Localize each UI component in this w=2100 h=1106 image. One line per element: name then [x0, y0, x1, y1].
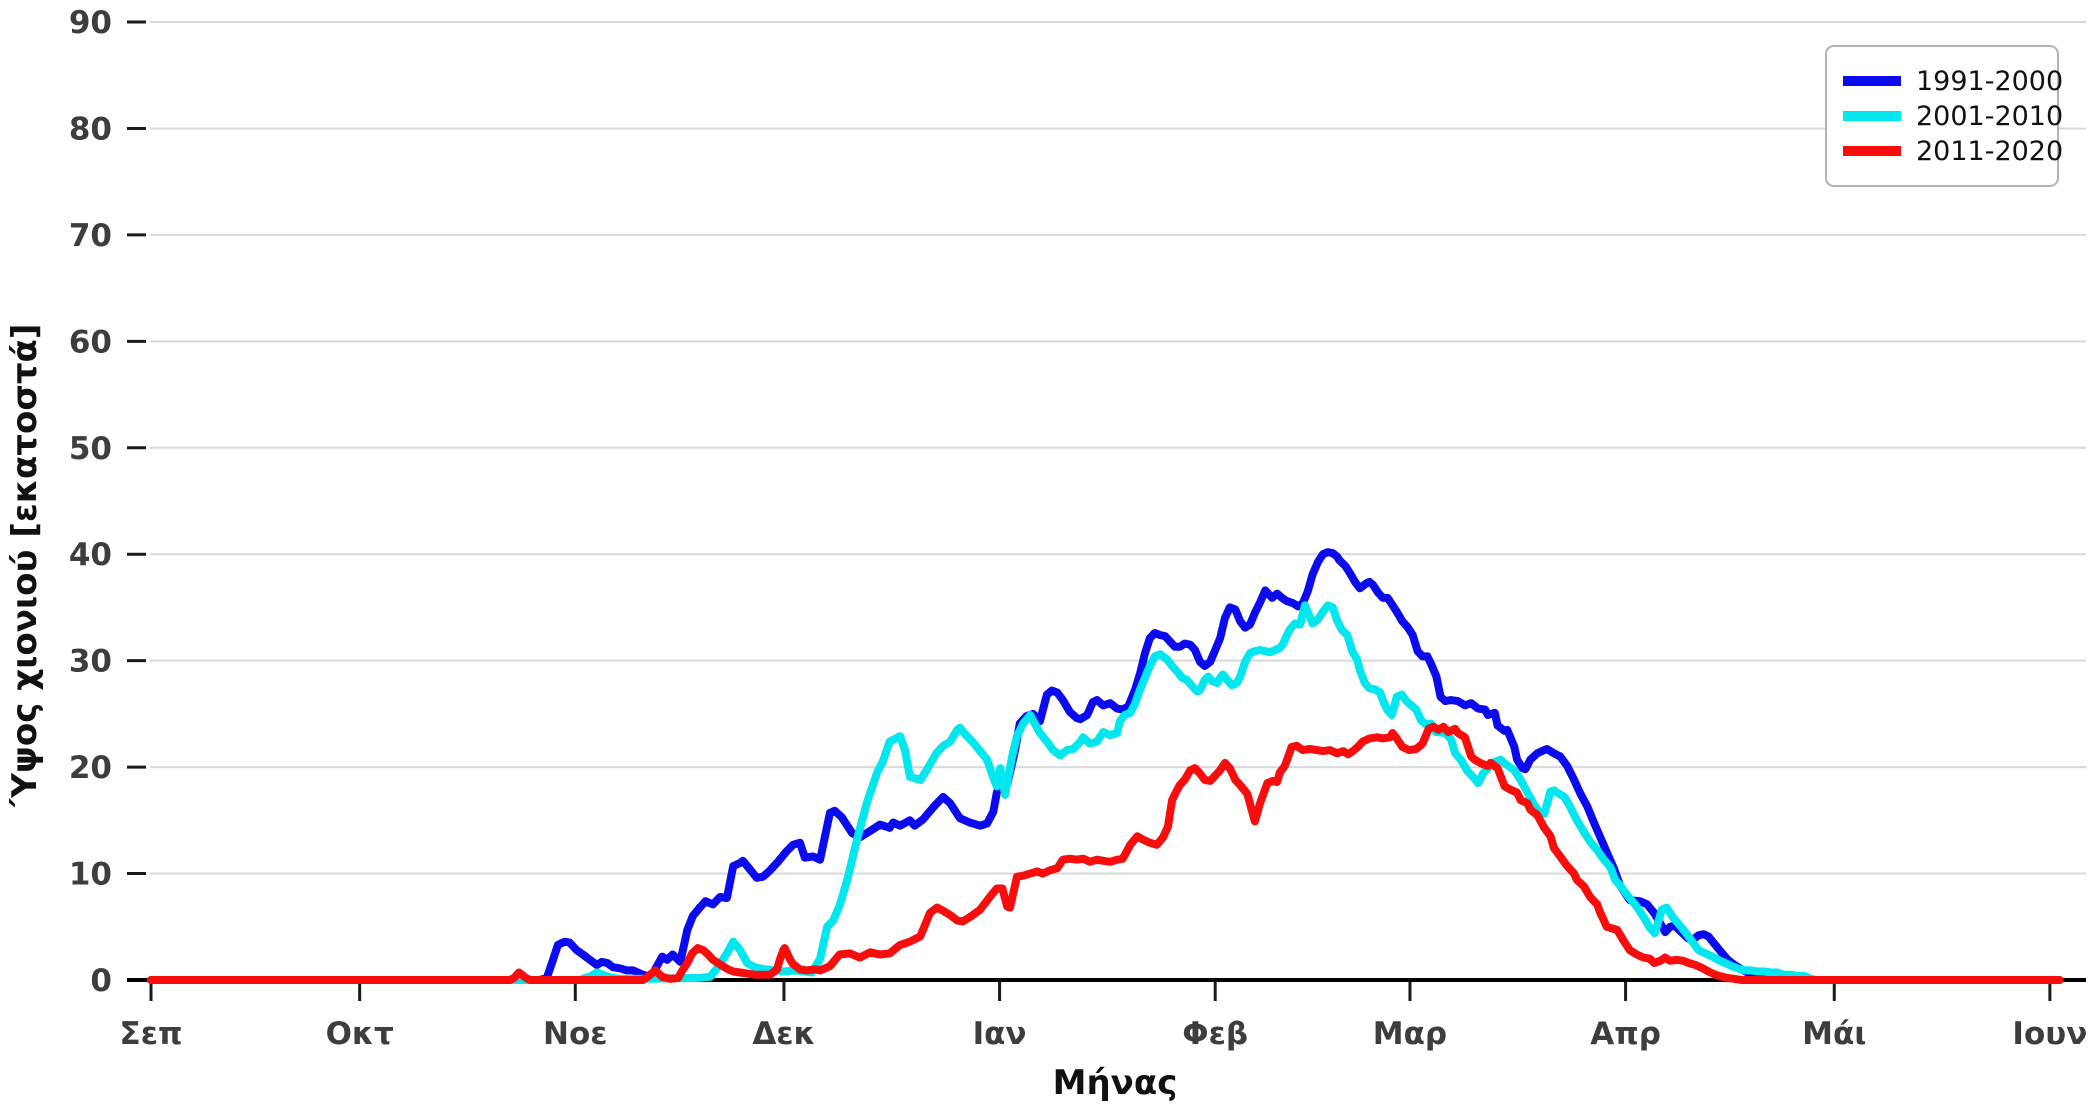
y-tick-label: 40 — [69, 537, 112, 573]
y-tick-label: 0 — [90, 963, 112, 999]
y-axis-ticks: 0 10 20 30 40 50 60 70 80 90 — [69, 5, 146, 999]
x-axis-title: Μήνας — [1053, 1063, 1178, 1103]
series-line-1991-2000 — [147, 548, 2064, 984]
x-tick-label: Απρ — [1590, 1016, 1661, 1052]
y-tick-label: 90 — [69, 5, 112, 41]
legend-label: 2001-2010 — [1916, 101, 2063, 132]
y-tick-label: 20 — [69, 750, 112, 786]
y-tick-label: 30 — [69, 644, 112, 680]
y-axis-title: Ύψος χιονιού [εκατοστά] — [5, 324, 45, 808]
x-tick-label: Σεπ — [120, 1016, 183, 1052]
y-tick-label: 10 — [69, 857, 112, 893]
legend-label: 2011-2020 — [1916, 136, 2063, 167]
x-tick-label: Οκτ — [326, 1016, 394, 1052]
legend: 1991-2000 2001-2010 2011-2020 — [1825, 45, 2063, 187]
y-tick-label: 60 — [69, 324, 112, 360]
x-tick-label: Ιουν — [2012, 1016, 2087, 1052]
x-tick-label: Μάι — [1802, 1016, 1866, 1052]
data-series — [147, 548, 2064, 984]
x-tick-label: Δεκ — [752, 1016, 815, 1052]
gridlines — [150, 21, 2086, 875]
series-line-2001-2010 — [147, 601, 2064, 984]
x-axis-ticks: Σεπ Οκτ Νοε Δεκ Ιαν Φεβ Μαρ Απρ Μάι Ιουν — [120, 981, 2087, 1052]
y-tick-label: 80 — [69, 111, 112, 147]
x-tick-label: Ιαν — [973, 1016, 1027, 1052]
y-tick-label: 50 — [69, 431, 112, 467]
x-tick-label: Μαρ — [1373, 1016, 1447, 1052]
legend-label: 1991-2000 — [1916, 66, 2063, 97]
series-line-2011-2020 — [147, 722, 2064, 984]
y-tick-label: 70 — [69, 218, 112, 254]
x-tick-label: Φεβ — [1182, 1016, 1248, 1052]
x-tick-label: Νοε — [543, 1016, 608, 1052]
